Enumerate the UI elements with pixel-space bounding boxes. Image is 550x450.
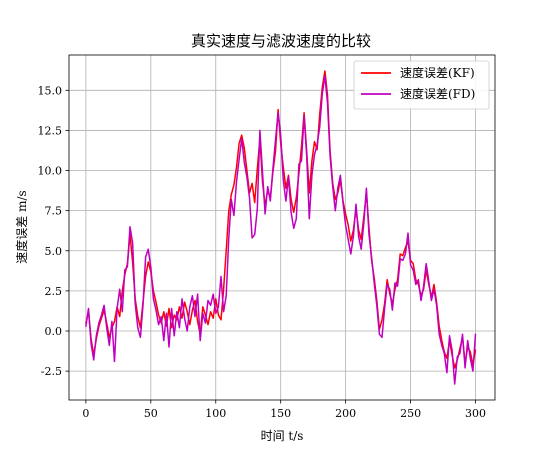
x-tick-label: 250 bbox=[400, 407, 421, 420]
series-layer bbox=[85, 70, 477, 385]
x-tick-label: 0 bbox=[82, 407, 89, 420]
x-tick-label: 150 bbox=[270, 407, 291, 420]
legend-label-kf: 速度误差(KF) bbox=[400, 65, 475, 80]
y-tick-label: 0.0 bbox=[45, 325, 63, 338]
x-tick-label: 200 bbox=[335, 407, 356, 420]
x-tick-label: 50 bbox=[144, 407, 158, 420]
y-tick-label: 2.5 bbox=[45, 285, 63, 298]
y-tick-label: 7.5 bbox=[45, 205, 63, 218]
y-axis-label: 速度误差 m/s bbox=[14, 190, 29, 263]
chart-title: 真实速度与滤波速度的比较 bbox=[191, 32, 371, 50]
series-line-fd bbox=[85, 75, 477, 385]
legend: 速度误差(KF) 速度误差(FD) bbox=[353, 60, 490, 110]
y-tick-label: 15.0 bbox=[38, 84, 63, 97]
x-tick-label: 100 bbox=[205, 407, 226, 420]
tick-layer: 0 50 100 150 200 250 300 -2.5 0.0 2.5 5.0 7.5 10.0 12… bbox=[38, 84, 487, 420]
y-tick-label: 5.0 bbox=[45, 245, 63, 258]
y-tick-label: 12.5 bbox=[38, 124, 63, 137]
legend-label-fd: 速度误差(FD) bbox=[400, 86, 475, 101]
y-tick-label: -2.5 bbox=[41, 365, 62, 378]
x-tick-label: 300 bbox=[465, 407, 486, 420]
y-tick-label: 10.0 bbox=[38, 165, 63, 178]
plot-area-frame bbox=[68, 54, 496, 401]
x-axis-label: 时间 t/s bbox=[261, 429, 304, 443]
